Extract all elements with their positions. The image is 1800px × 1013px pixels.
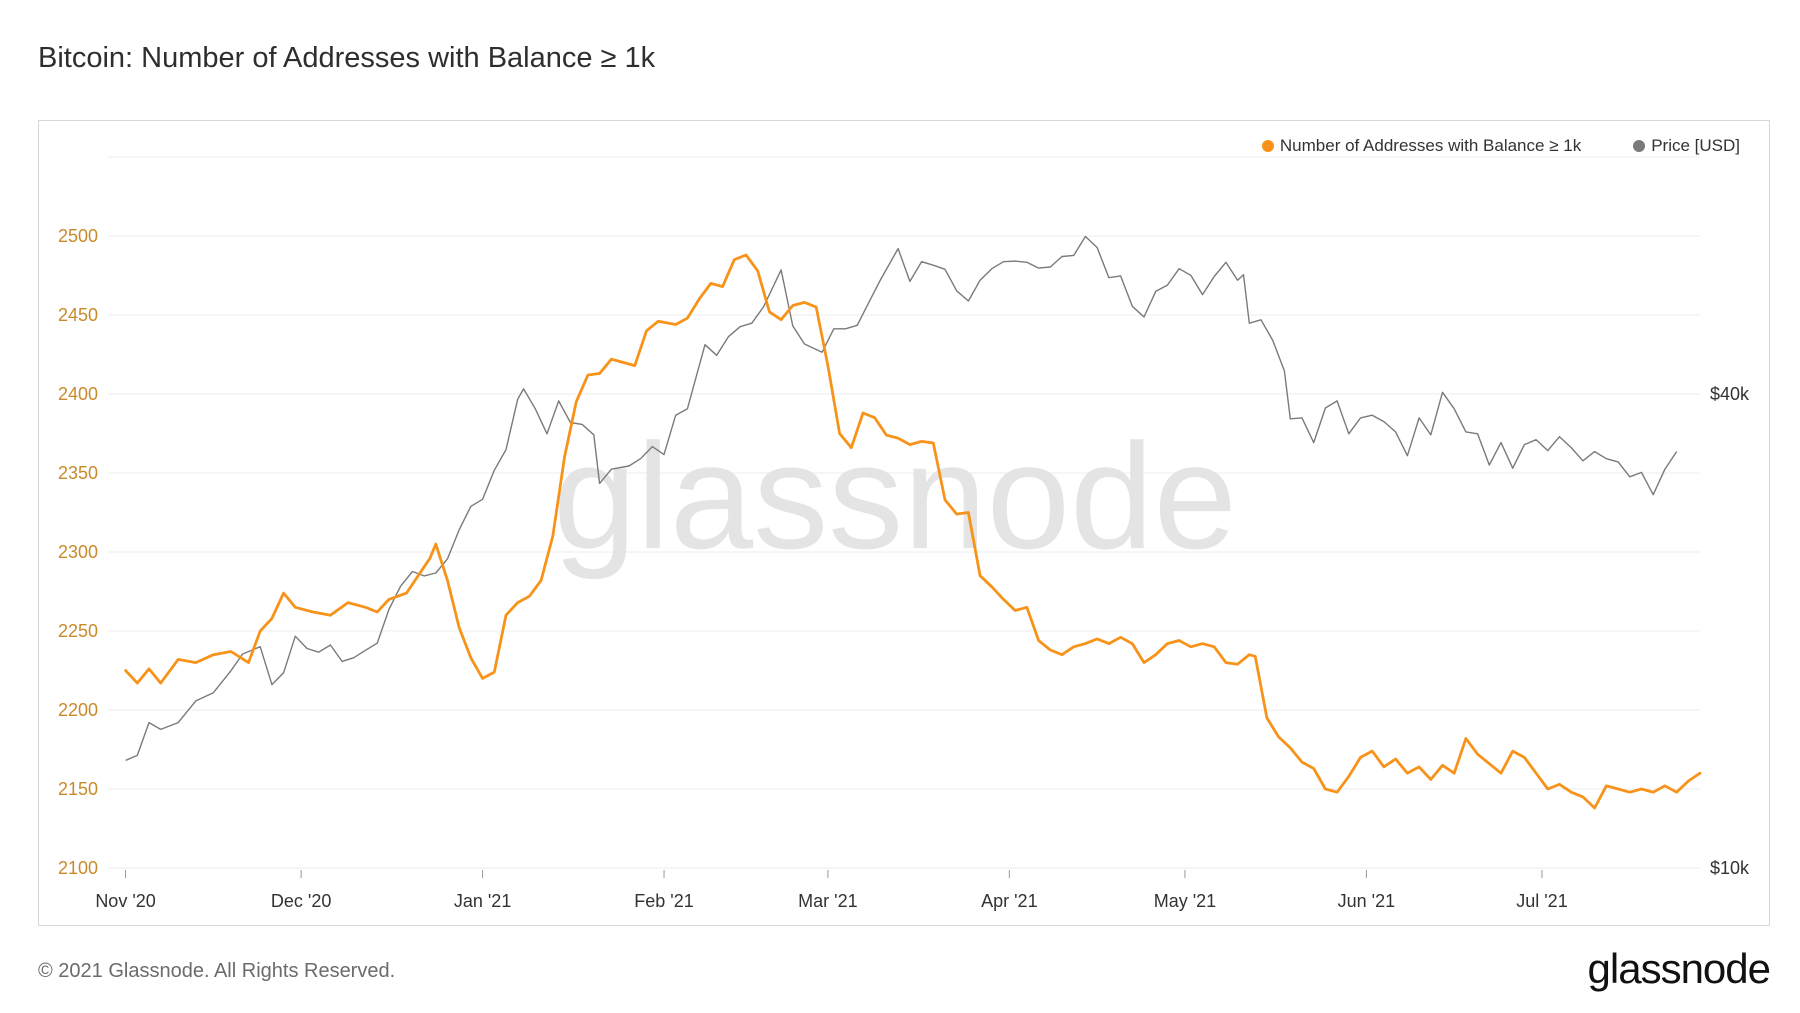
footer-logo[interactable]: glassnode [1587,945,1771,992]
y-tick-left: 2150 [58,779,98,799]
x-tick-label: Mar '21 [798,891,857,911]
watermark-text: glassnode [553,412,1237,580]
series-line-price [125,235,1678,762]
series-line-addresses [124,253,1702,810]
legend-item-price[interactable]: Price [USD] [1633,136,1740,156]
series-layer [124,235,1702,810]
y-axis-left: 2100 2150 2200 2250 2300 2350 2400 2450 2500 [58,226,98,878]
x-tick-label: Jan '21 [454,891,511,911]
y-tick-left: 2400 [58,384,98,404]
y-tick-right: $40k [1710,384,1750,404]
y-tick-left: 2200 [58,700,98,720]
y-tick-left: 2500 [58,226,98,246]
x-tick-label: Jun '21 [1338,891,1395,911]
legend-dot-price [1633,140,1646,152]
y-tick-left: 2350 [58,463,98,483]
y-tick-left: 2450 [58,305,98,325]
x-tick-label: Apr '21 [981,891,1037,911]
chart-title: Bitcoin: Number of Addresses with Balanc… [38,42,656,74]
chart-frame [38,120,1770,926]
chart-legend: Number of Addresses with Balance ≥ 1k Pr… [1261,136,1740,156]
y-axis-right: $10k $40k [1710,384,1750,878]
legend-item-addresses[interactable]: Number of Addresses with Balance ≥ 1k [1261,136,1582,156]
x-tick-label: Nov '20 [95,891,155,911]
footer-copyright: © 2021 Glassnode. All Rights Reserved. [38,960,396,982]
y-tick-left: 2250 [58,621,98,641]
y-tick-left: 2100 [58,858,98,878]
x-tick-label: May '21 [1154,891,1216,911]
x-tick-label: Feb '21 [634,891,693,911]
y-tick-left: 2300 [58,542,98,562]
y-tick-right: $10k [1710,858,1750,878]
legend-label-addresses: Number of Addresses with Balance ≥ 1k [1279,136,1582,155]
x-tick-label: Dec '20 [271,891,331,911]
legend-label-price: Price [USD] [1651,136,1740,155]
x-tick-label: Jul '21 [1516,891,1567,911]
x-axis: Nov '20 Dec '20 Jan '21 Feb '21 Mar '21 Apr '… [95,870,1568,911]
grid-lines [108,156,1700,869]
legend-dot-addresses [1261,140,1274,152]
